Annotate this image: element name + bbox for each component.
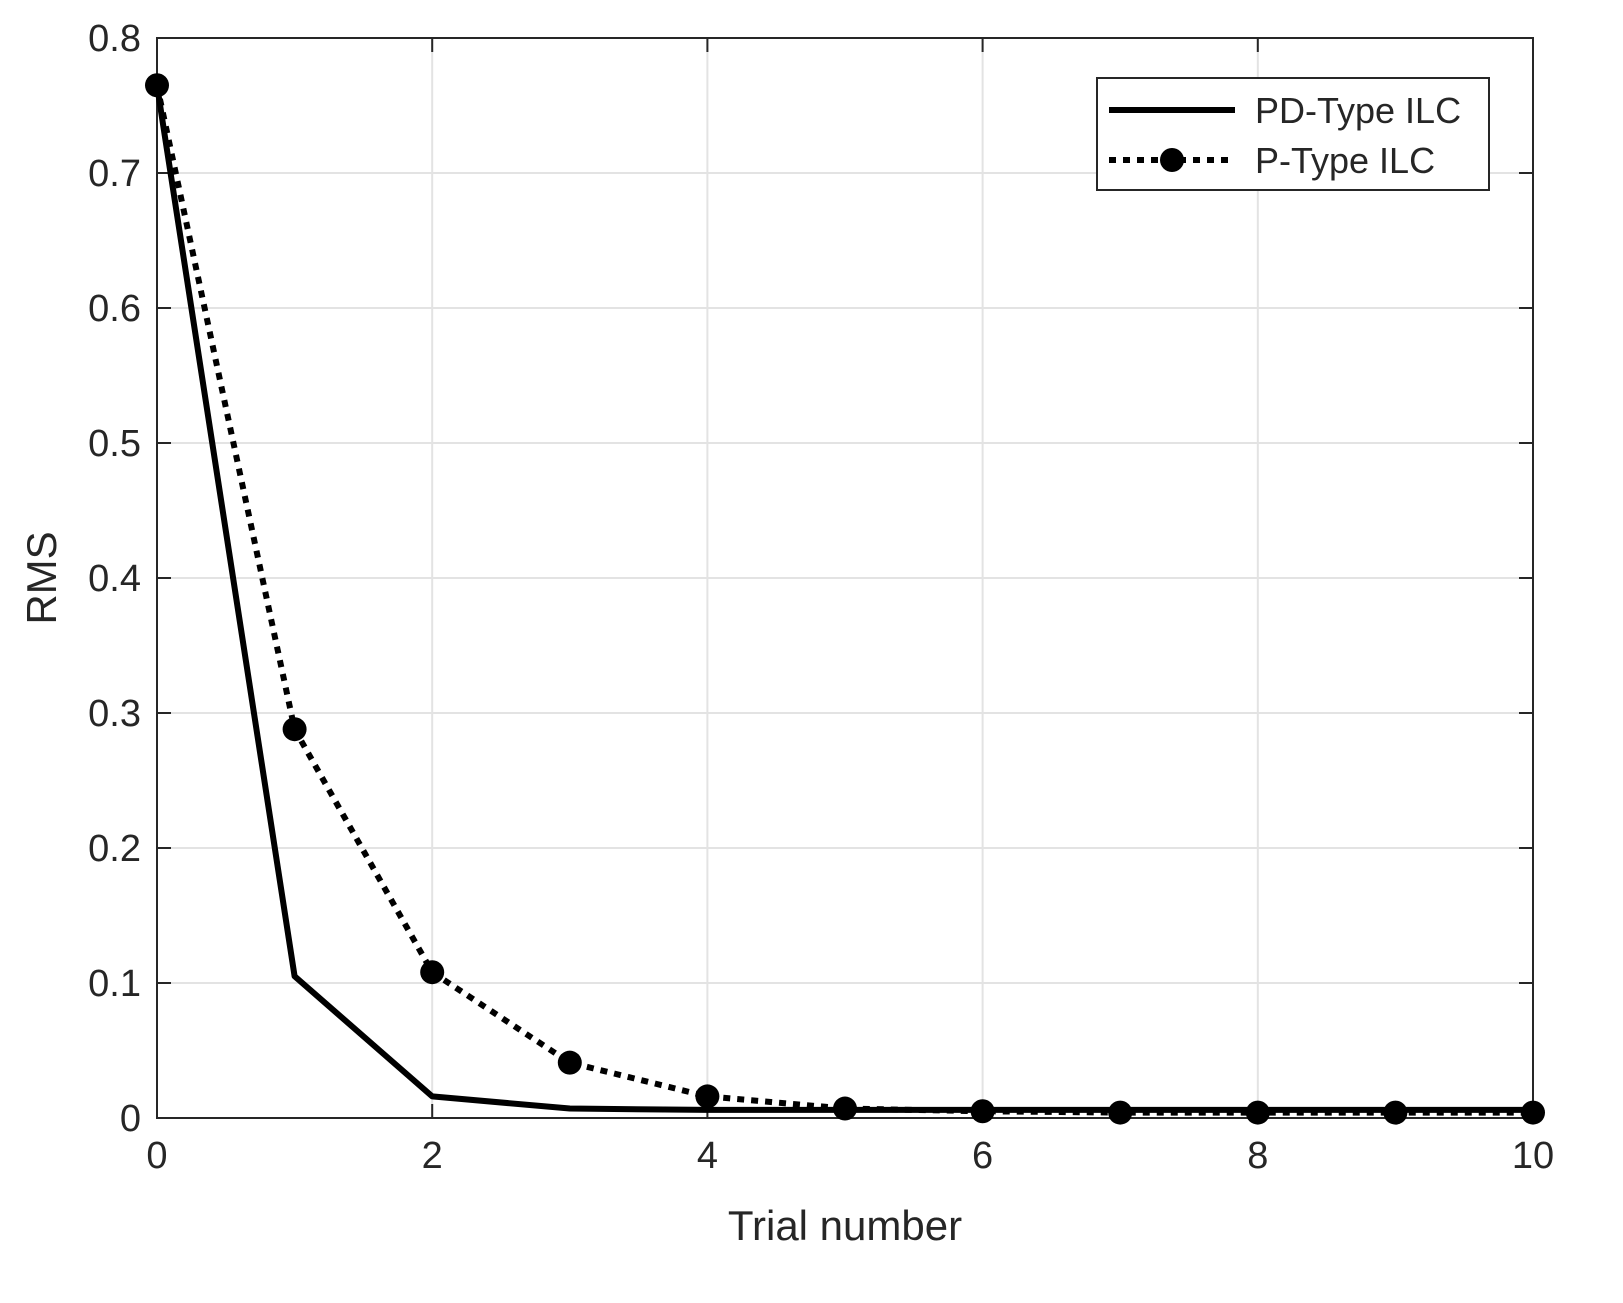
y-tick-label: 0.8 xyxy=(88,18,141,60)
data-point-marker xyxy=(695,1084,720,1109)
data-point-marker xyxy=(1521,1100,1545,1125)
y-axis-title: RMS xyxy=(18,531,65,624)
data-point-marker xyxy=(1108,1100,1133,1125)
y-tick-label: 0.1 xyxy=(88,963,141,1005)
data-point-marker xyxy=(145,73,169,98)
legend-label-1: PD-Type ILC xyxy=(1255,90,1461,131)
data-point-marker xyxy=(557,1050,582,1075)
y-tick-label: 0.6 xyxy=(88,288,141,330)
x-tick-label: 10 xyxy=(1512,1135,1554,1177)
x-tick-label: 4 xyxy=(697,1135,718,1177)
x-tick-label: 2 xyxy=(422,1135,443,1177)
x-tick-label: 0 xyxy=(146,1135,167,1177)
y-tick-label: 0.3 xyxy=(88,693,141,735)
data-point-marker xyxy=(1245,1100,1270,1125)
series xyxy=(145,73,1545,1125)
x-axis-title: Trial number xyxy=(728,1202,962,1249)
y-tick-label: 0.2 xyxy=(88,828,141,870)
data-point-marker xyxy=(420,960,445,985)
y-tick-label: 0 xyxy=(120,1098,141,1140)
axes: 0 2 4 6 8 10 0 0.1 0.2 0.3 0.4 0.5 0.6 0.7 0.8 xyxy=(88,18,1554,1177)
data-point-marker xyxy=(282,717,307,742)
x-tick-label: 6 xyxy=(972,1135,993,1177)
legend-marker xyxy=(1160,148,1184,172)
x-tick-label: 8 xyxy=(1247,1135,1268,1177)
legend-label-2: P-Type ILC xyxy=(1255,140,1435,181)
data-point-marker xyxy=(970,1099,995,1124)
y-tick-label: 0.5 xyxy=(88,423,141,465)
data-point-marker xyxy=(1383,1100,1408,1125)
legend-box xyxy=(1096,77,1490,191)
y-tick-label: 0.4 xyxy=(88,558,141,600)
data-point-marker xyxy=(833,1096,857,1121)
y-tick-label: 0.7 xyxy=(88,153,141,195)
legend: PD-Type ILC P-Type ILC xyxy=(1096,77,1490,191)
series-line-2 xyxy=(154,84,1533,1116)
